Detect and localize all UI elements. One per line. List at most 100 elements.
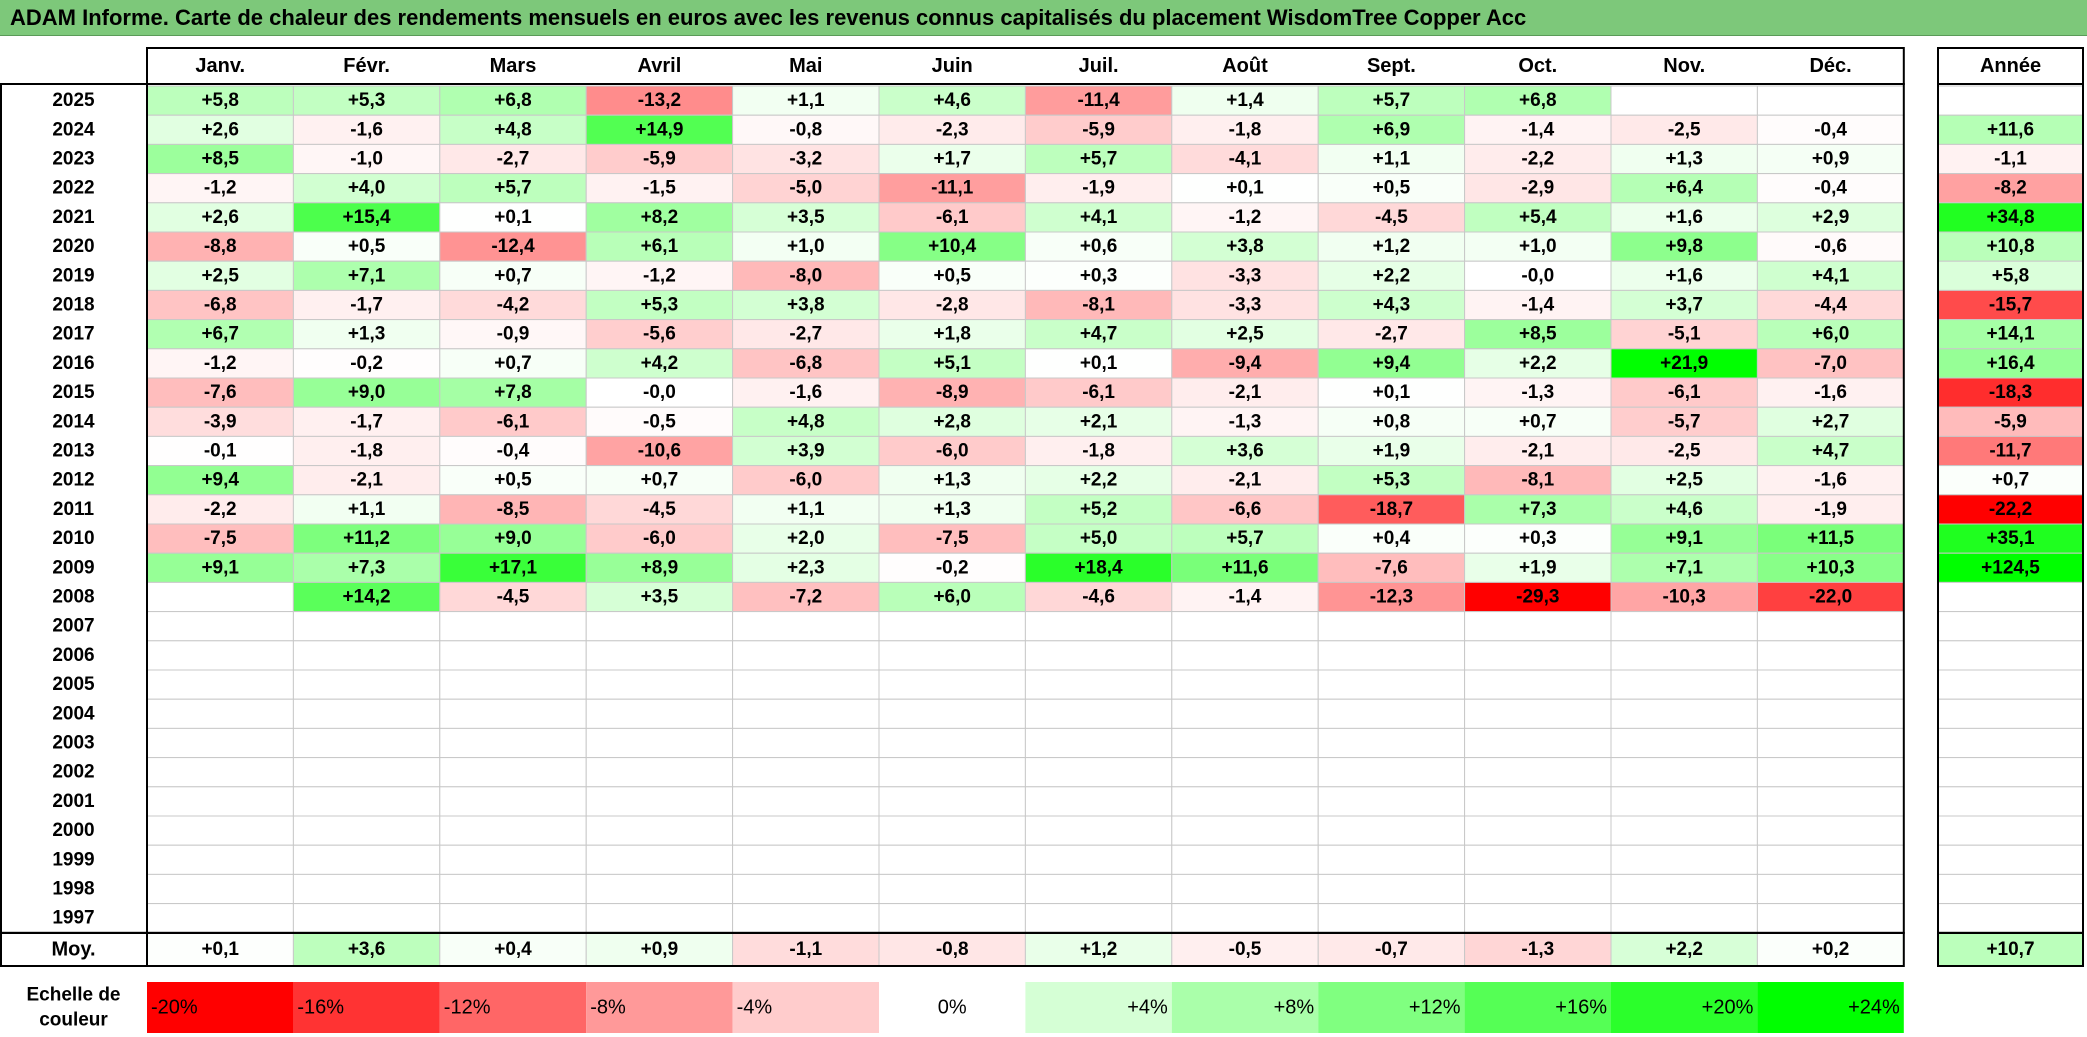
heatmap-cell bbox=[146, 435, 294, 467]
year-label: 2001 bbox=[52, 791, 95, 812]
heatmap-value: -0,4 bbox=[497, 441, 530, 462]
heatmap-cell bbox=[1464, 465, 1612, 496]
annual-value: +35,1 bbox=[1986, 528, 2035, 549]
heatmap-value: -1,4 bbox=[1521, 295, 1554, 316]
heatmap-cell bbox=[878, 815, 1026, 846]
heatmap-cell bbox=[1024, 844, 1173, 875]
heatmap-cell bbox=[1464, 552, 1612, 583]
year-label: 2006 bbox=[52, 645, 94, 666]
heatmap-value: +0,7 bbox=[494, 265, 532, 286]
heatmap-cell bbox=[439, 581, 587, 613]
heatmap-value: -1,2 bbox=[204, 353, 237, 374]
heatmap-cell bbox=[1464, 611, 1612, 642]
heatmap-value: -10,3 bbox=[1663, 587, 1706, 608]
heatmap-cell bbox=[1756, 640, 1905, 671]
heatmap-cell bbox=[732, 114, 880, 145]
heatmap-cell bbox=[439, 173, 587, 204]
heatmap-value: +0,8 bbox=[1373, 411, 1411, 432]
heatmap-cell bbox=[292, 231, 441, 262]
month-header-5: Juin bbox=[932, 55, 973, 77]
heatmap-cell bbox=[439, 260, 587, 291]
annual-value: +34,8 bbox=[1986, 207, 2034, 228]
heatmap-cell bbox=[146, 523, 294, 554]
heatmap-value: +9,8 bbox=[1665, 236, 1703, 257]
heatmap-cell bbox=[1464, 640, 1612, 671]
heatmap-value: -2,2 bbox=[204, 499, 237, 520]
heatmap-value: +1,9 bbox=[1373, 441, 1411, 462]
heatmap-value: -1,7 bbox=[350, 295, 383, 316]
heatmap-value: +6,1 bbox=[641, 236, 679, 257]
heatmap-cell bbox=[1317, 815, 1466, 846]
heatmap-value: +6,0 bbox=[933, 587, 971, 608]
year-label: 2020 bbox=[52, 236, 94, 257]
heatmap-cell bbox=[878, 757, 1026, 788]
month-header-10: Nov. bbox=[1663, 55, 1705, 77]
heatmap-value: +3,8 bbox=[1226, 236, 1264, 257]
heatmap-cell bbox=[732, 552, 880, 583]
heatmap-value: +6,0 bbox=[1812, 324, 1850, 345]
annual-value: -5,9 bbox=[1994, 411, 2027, 432]
heatmap-cell bbox=[878, 289, 1026, 321]
heatmap-cell bbox=[1610, 114, 1758, 145]
heatmap-value: -2,1 bbox=[1229, 382, 1262, 403]
heatmap-value: +0,4 bbox=[1373, 528, 1411, 549]
annual-value: +10,8 bbox=[1986, 236, 2034, 257]
heatmap-value: +7,8 bbox=[494, 382, 532, 403]
heatmap-value: -6,1 bbox=[936, 207, 969, 228]
heatmap-value: -5,9 bbox=[643, 149, 676, 170]
heatmap-cell bbox=[146, 611, 294, 642]
heatmap-value: -1,8 bbox=[1082, 441, 1115, 462]
heatmap-cell bbox=[878, 640, 1026, 671]
heatmap-cell bbox=[146, 873, 294, 905]
average-value: +0,2 bbox=[1812, 939, 1850, 960]
heatmap-cell bbox=[1024, 523, 1173, 554]
year-label: 2003 bbox=[52, 733, 94, 754]
heatmap-cell bbox=[1317, 903, 1466, 934]
heatmap-value: +1,1 bbox=[348, 499, 386, 520]
heatmap-value: -7,0 bbox=[1814, 353, 1847, 374]
heatmap-cell bbox=[292, 494, 441, 525]
average-value: -1,3 bbox=[1521, 939, 1554, 960]
heatmap-value: -2,5 bbox=[1668, 119, 1701, 140]
heatmap-value: -1,6 bbox=[1814, 470, 1847, 491]
heatmap-cell bbox=[1464, 669, 1612, 700]
heatmap-cell bbox=[146, 815, 294, 846]
heatmap-cell bbox=[1024, 669, 1173, 700]
heatmap-value: -1,8 bbox=[350, 441, 383, 462]
annual-cell bbox=[1937, 903, 2084, 934]
heatmap-cell bbox=[439, 640, 587, 671]
heatmap-value: +4,8 bbox=[494, 119, 532, 140]
heatmap-value: -0,4 bbox=[1814, 119, 1847, 140]
annual-value: -1,1 bbox=[1994, 149, 2027, 170]
heatmap-value: +2,3 bbox=[787, 557, 825, 578]
heatmap-value: +0,5 bbox=[348, 236, 386, 257]
heatmap-value: -1,8 bbox=[1229, 119, 1262, 140]
heatmap-cell bbox=[1756, 844, 1905, 875]
heatmap-cell bbox=[1317, 844, 1466, 875]
heatmap-value: +1,2 bbox=[1373, 236, 1411, 257]
heatmap-value: -1,9 bbox=[1814, 499, 1847, 520]
heatmap-cell bbox=[1464, 757, 1612, 788]
heatmap-cell bbox=[585, 406, 734, 437]
heatmap-value: +7,1 bbox=[348, 265, 386, 286]
heatmap-cell bbox=[878, 494, 1026, 525]
heatmap-cell bbox=[146, 465, 294, 496]
heatmap-value: +1,9 bbox=[1519, 557, 1557, 578]
average-value: +3,6 bbox=[348, 939, 386, 960]
average-cell bbox=[1464, 932, 1612, 967]
heatmap-value: +0,1 bbox=[1226, 178, 1264, 199]
average-cell bbox=[1756, 932, 1905, 967]
heatmap-cell bbox=[1317, 465, 1466, 496]
year-label: 2009 bbox=[52, 557, 94, 578]
heatmap-value: +14,9 bbox=[635, 119, 683, 140]
heatmap-cell bbox=[732, 727, 880, 759]
heatmap-cell bbox=[585, 873, 734, 905]
heatmap-value: -3,3 bbox=[1229, 295, 1262, 316]
heatmap-cell bbox=[1171, 465, 1319, 496]
heatmap-value: -8,8 bbox=[204, 236, 237, 257]
heatmap-value: -2,3 bbox=[936, 119, 969, 140]
heatmap-value: -4,6 bbox=[1082, 587, 1115, 608]
year-label: 2012 bbox=[52, 470, 94, 491]
heatmap-cell bbox=[1171, 348, 1319, 379]
annual-value: -11,7 bbox=[1989, 441, 2031, 462]
